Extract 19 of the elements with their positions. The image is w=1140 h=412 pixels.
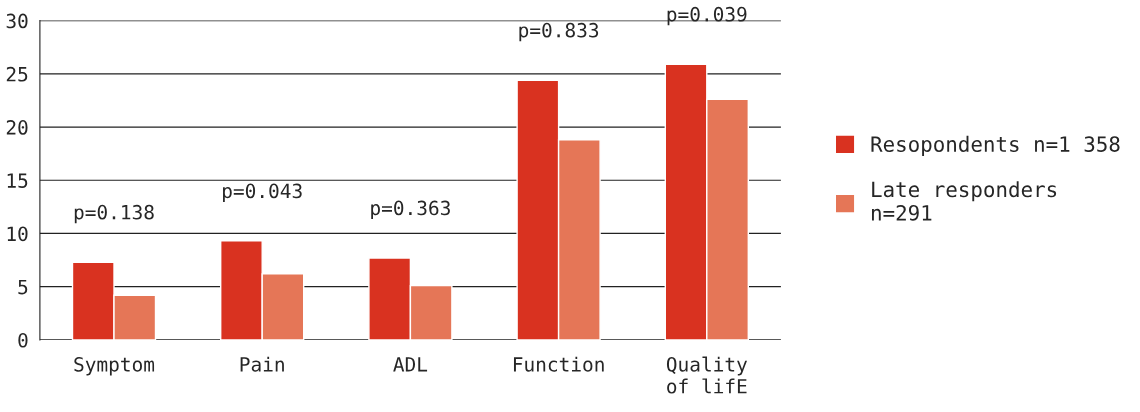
x-tick-label: Symptom [74, 357, 155, 376]
x-tick-label: ADL [393, 357, 428, 372]
y-tick-label: 5 [18, 279, 28, 295]
y-tick-label: 15 [7, 173, 28, 188]
y-tick-label: 25 [6, 66, 28, 82]
legend-label: Late responders n=291 [872, 181, 1057, 221]
y-tick-label: 10 [7, 226, 28, 242]
annotation: p=0.363 [371, 200, 450, 220]
legend-label: Resopondents n=1 358 [871, 135, 1120, 157]
annotation: p=0.833 [519, 22, 599, 42]
x-tick-label: Pain [240, 356, 284, 372]
annotation: p=0.138 [74, 204, 154, 224]
annotation: p=0.039 [667, 6, 747, 26]
y-tick-label: 0 [18, 332, 28, 348]
x-tick-label: Quality of lifE [666, 356, 748, 394]
annotation: p=0.043 [223, 183, 302, 203]
y-tick-label: 20 [6, 120, 28, 135]
y-tick-label: 30 [6, 13, 28, 29]
x-tick-label: Function [513, 356, 604, 372]
